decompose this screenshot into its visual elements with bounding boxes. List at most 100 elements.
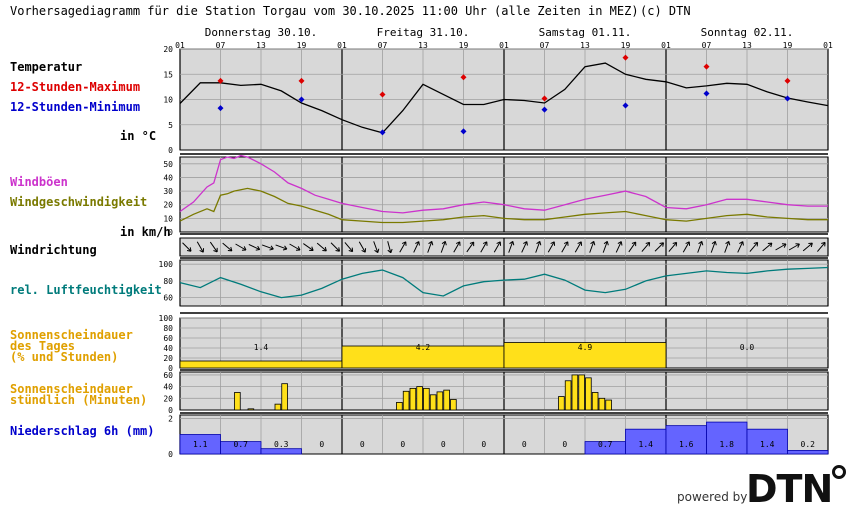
temp-max-point — [298, 77, 305, 84]
gust-label: Windböen — [10, 175, 68, 189]
sunshine-hourly-bar — [416, 386, 423, 411]
temp-min-point — [379, 129, 386, 136]
wind-direction-arrow-icon — [466, 241, 475, 253]
sunshine-hourly-bar — [564, 380, 572, 411]
hour-tick-label: 07 — [378, 41, 388, 50]
y-tick-label: 0 — [168, 228, 173, 237]
wind-direction-arrow-icon — [261, 244, 274, 251]
chart-marks: 1.4 4.2 4.9 0.0 1.1 0.7 0.3 0 0 0 0 0 0 0 0.7 1.4 1.6 1.8… — [179, 54, 829, 455]
wind-direction-arrow-icon — [775, 243, 787, 251]
y-tick-label: 0 — [168, 450, 173, 459]
precipitation-value: 0.7 — [598, 440, 613, 449]
sunshine-daily-value: 4.9 — [578, 343, 593, 352]
wind-direction-arrow-icon — [222, 242, 233, 252]
hour-tick-label: 01 — [499, 41, 509, 50]
y-tick-label: 20 — [163, 201, 173, 210]
y-tick-label: 30 — [163, 187, 173, 196]
precipitation-value: 0 — [522, 440, 527, 449]
y-tick-label: 0 — [168, 146, 173, 155]
precipitation-bar — [625, 428, 667, 455]
temp-max-point — [217, 77, 224, 84]
precipitation-value: 1.4 — [760, 440, 775, 449]
wind-direction-arrow-icon — [817, 241, 826, 252]
chart-title: Vorhersagediagramm für die Station Torga… — [10, 4, 639, 18]
y-tick-label: 15 — [163, 70, 173, 79]
powered-by-text: powered by — [677, 490, 747, 504]
hour-tick-labels: 01 07 13 19 01 07 13 19 01 07 13 19 01 07 13 19 01 — [175, 41, 833, 50]
wind-direction-arrow-icon — [493, 241, 502, 253]
sunshine-hourly-bar — [396, 401, 403, 411]
y-tick-label: 60 — [163, 371, 173, 380]
precipitation-value: 0 — [441, 440, 446, 449]
wind-direction-arrow-icon — [316, 242, 327, 252]
day-label: Donnerstag 30.10. — [205, 26, 318, 39]
wind-speed-label: Windgeschwindigkeit — [10, 195, 147, 209]
precipitation-value: 0 — [562, 440, 567, 449]
wind-direction-arrow-icon — [668, 241, 678, 252]
sunshine-hourly-bar — [578, 374, 585, 411]
day-label: Freitag 31.10. — [377, 26, 470, 39]
wind-direction-arrow-icon — [615, 241, 623, 253]
wind-direction-arrow-icon — [535, 240, 542, 253]
wind-direction-arrow-icon — [344, 242, 354, 253]
sunshine-hourly-bar — [571, 374, 579, 411]
sunshine-hourly-bar — [234, 392, 241, 411]
hour-tick-label: 07 — [540, 41, 550, 50]
temp-min-point — [217, 105, 224, 112]
wind-direction-arrow-icon — [413, 241, 420, 253]
temp-max-point — [541, 95, 548, 102]
wind-direction-arrow-icon — [508, 240, 515, 253]
temp-max-point — [784, 77, 791, 84]
y-tick-labels: 2015105050403020100100806010080604020060… — [159, 45, 174, 459]
temp-min-point — [541, 106, 548, 113]
wind-speed-line — [179, 187, 828, 224]
y-tick-label: 10 — [163, 214, 173, 223]
temp-min-point — [298, 96, 305, 103]
temp-max-point — [622, 54, 629, 61]
wind-direction-arrow-icon — [196, 241, 205, 253]
wind-direction-arrow-icon — [749, 241, 759, 252]
dtn-logo: DTN — [746, 467, 832, 511]
humidity-label: rel. Luftfeuchtigkeit — [10, 283, 162, 297]
sunshine-daily-value: 1.4 — [254, 343, 269, 352]
wind-direction-arrow-icon — [289, 243, 301, 251]
precipitation-value: 0.2 — [801, 440, 816, 449]
precipitation-value: 1.4 — [639, 440, 654, 449]
wind-direction-arrow-icon — [387, 241, 393, 254]
precipitation-value: 1.1 — [193, 440, 208, 449]
y-tick-label: 20 — [163, 354, 173, 363]
precipitation-value: 0 — [360, 440, 365, 449]
y-tick-label: 60 — [163, 294, 173, 303]
temp-min-point — [784, 95, 791, 102]
wind-direction-arrow-icon — [427, 240, 434, 253]
precipitation-bar — [787, 450, 829, 455]
hour-tick-label: 13 — [742, 41, 752, 50]
sunshine-daily-value: 4.2 — [416, 343, 431, 352]
hour-tick-label: 13 — [580, 41, 590, 50]
wind-direction-arrow-icon — [628, 241, 637, 253]
hour-tick-label: 01 — [661, 41, 671, 50]
hour-tick-label: 13 — [418, 41, 428, 50]
wind-unit-label: in km/h — [120, 225, 171, 239]
wind-direction-arrow-icon — [440, 240, 447, 253]
left-labels: Temperatur 12-Stunden-Maximum 12-Stunden… — [10, 60, 171, 438]
day-label: Samstag 01.11. — [539, 26, 632, 39]
y-tick-label: 100 — [159, 314, 174, 323]
y-tick-label: 60 — [163, 334, 173, 343]
wind-direction-arrow-icon — [762, 242, 773, 252]
y-tick-label: 40 — [163, 173, 173, 182]
y-tick-label: 0 — [168, 406, 173, 415]
wind-direction-arrow-icon — [654, 242, 664, 252]
humidity-line — [179, 266, 829, 299]
precipitation-value: 1.8 — [720, 440, 735, 449]
wind-direction-arrow-icon — [589, 240, 596, 253]
wind-direction-arrow-icon — [561, 241, 569, 253]
sunshine-daily-bar — [503, 342, 667, 369]
sunshine-hourly-bar — [558, 396, 565, 411]
wind-direction-arrow-icon — [602, 240, 609, 253]
wind-direction-arrow-icon — [697, 240, 704, 253]
wind-direction-arrow-icon — [788, 243, 800, 251]
precipitation-value: 0 — [400, 440, 405, 449]
y-tick-label: 40 — [163, 383, 173, 392]
